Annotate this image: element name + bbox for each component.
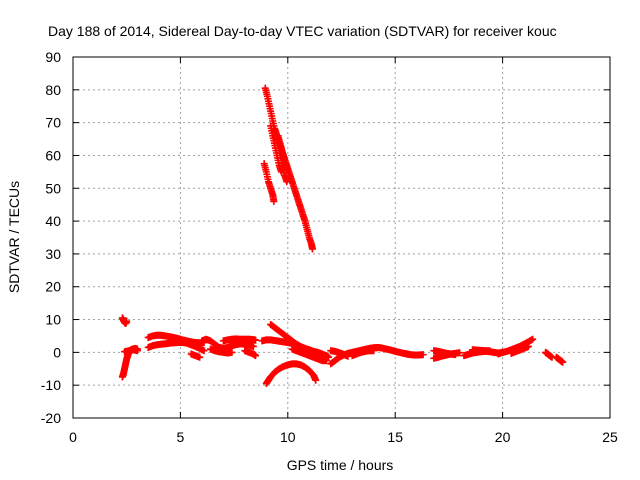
y-tick-label: 10 (45, 312, 61, 328)
data-point (277, 168, 285, 176)
y-tick-label: 90 (45, 49, 61, 65)
data-point (252, 336, 260, 344)
series-s6 (187, 350, 204, 361)
data-point (228, 348, 236, 356)
y-tick-label: 50 (45, 180, 61, 196)
data-point (322, 357, 330, 365)
y-axis-label: SDTVAR / TECUs (6, 181, 22, 293)
data-points (118, 84, 567, 388)
x-tick-label: 5 (177, 429, 185, 445)
x-tick-label: 25 (602, 429, 618, 445)
series-s31 (274, 132, 291, 173)
series-s17 (348, 347, 378, 360)
series-s1 (118, 314, 131, 327)
series-s25 (542, 348, 556, 361)
series-s9 (219, 335, 260, 345)
data-point (270, 197, 278, 205)
x-tick-label: 15 (387, 429, 403, 445)
series-s7 (198, 335, 257, 352)
data-point (123, 317, 131, 325)
y-tick-label: 0 (53, 344, 61, 360)
data-point (200, 347, 208, 355)
data-point (419, 351, 427, 359)
data-point (456, 349, 464, 357)
chart-title: Day 188 of 2014, Sidereal Day-to-day VTE… (48, 23, 557, 39)
data-point (529, 335, 537, 343)
grid (73, 57, 610, 418)
series-s10 (241, 347, 260, 360)
series-s24 (507, 342, 532, 357)
series-s26 (552, 353, 567, 366)
data-point (524, 342, 532, 350)
plot-frame (72, 56, 611, 419)
data-point (309, 245, 317, 253)
data-point (370, 347, 378, 355)
data-point (486, 347, 494, 355)
data-point (559, 358, 567, 366)
y-tick-label: 80 (45, 82, 61, 98)
y-tick-label: 70 (45, 115, 61, 131)
x-axis-label: GPS time / hours (287, 457, 394, 473)
series-s27 (260, 160, 278, 205)
series-s3 (121, 346, 141, 356)
series-s8 (206, 345, 236, 357)
series-s20 (430, 347, 459, 359)
data-point (133, 347, 141, 355)
y-tick-label: -10 (41, 377, 61, 393)
data-point (451, 351, 459, 359)
y-tick-label: 40 (45, 213, 61, 229)
series-s14 (262, 360, 320, 388)
y-tick-label: -20 (41, 410, 61, 426)
y-tick-label: 20 (45, 279, 61, 295)
data-point (249, 342, 257, 350)
data-point (252, 352, 260, 360)
series-s5 (144, 339, 208, 355)
series-s22 (469, 346, 494, 355)
series-s13 (288, 345, 330, 365)
data-point (312, 376, 320, 384)
data-point (196, 353, 204, 361)
axes: 0 5 10 15 20 25 -20 -10 0 10 20 30 40 50 60 70 80 90 (41, 49, 618, 445)
y-tick-label: 60 (45, 147, 61, 163)
y-tick-label: 30 (45, 246, 61, 262)
series-s18 (402, 350, 427, 359)
x-tick-label: 20 (495, 429, 511, 445)
data-point (283, 165, 291, 173)
x-tick-label: 10 (280, 429, 296, 445)
x-tick-label: 0 (69, 429, 77, 445)
